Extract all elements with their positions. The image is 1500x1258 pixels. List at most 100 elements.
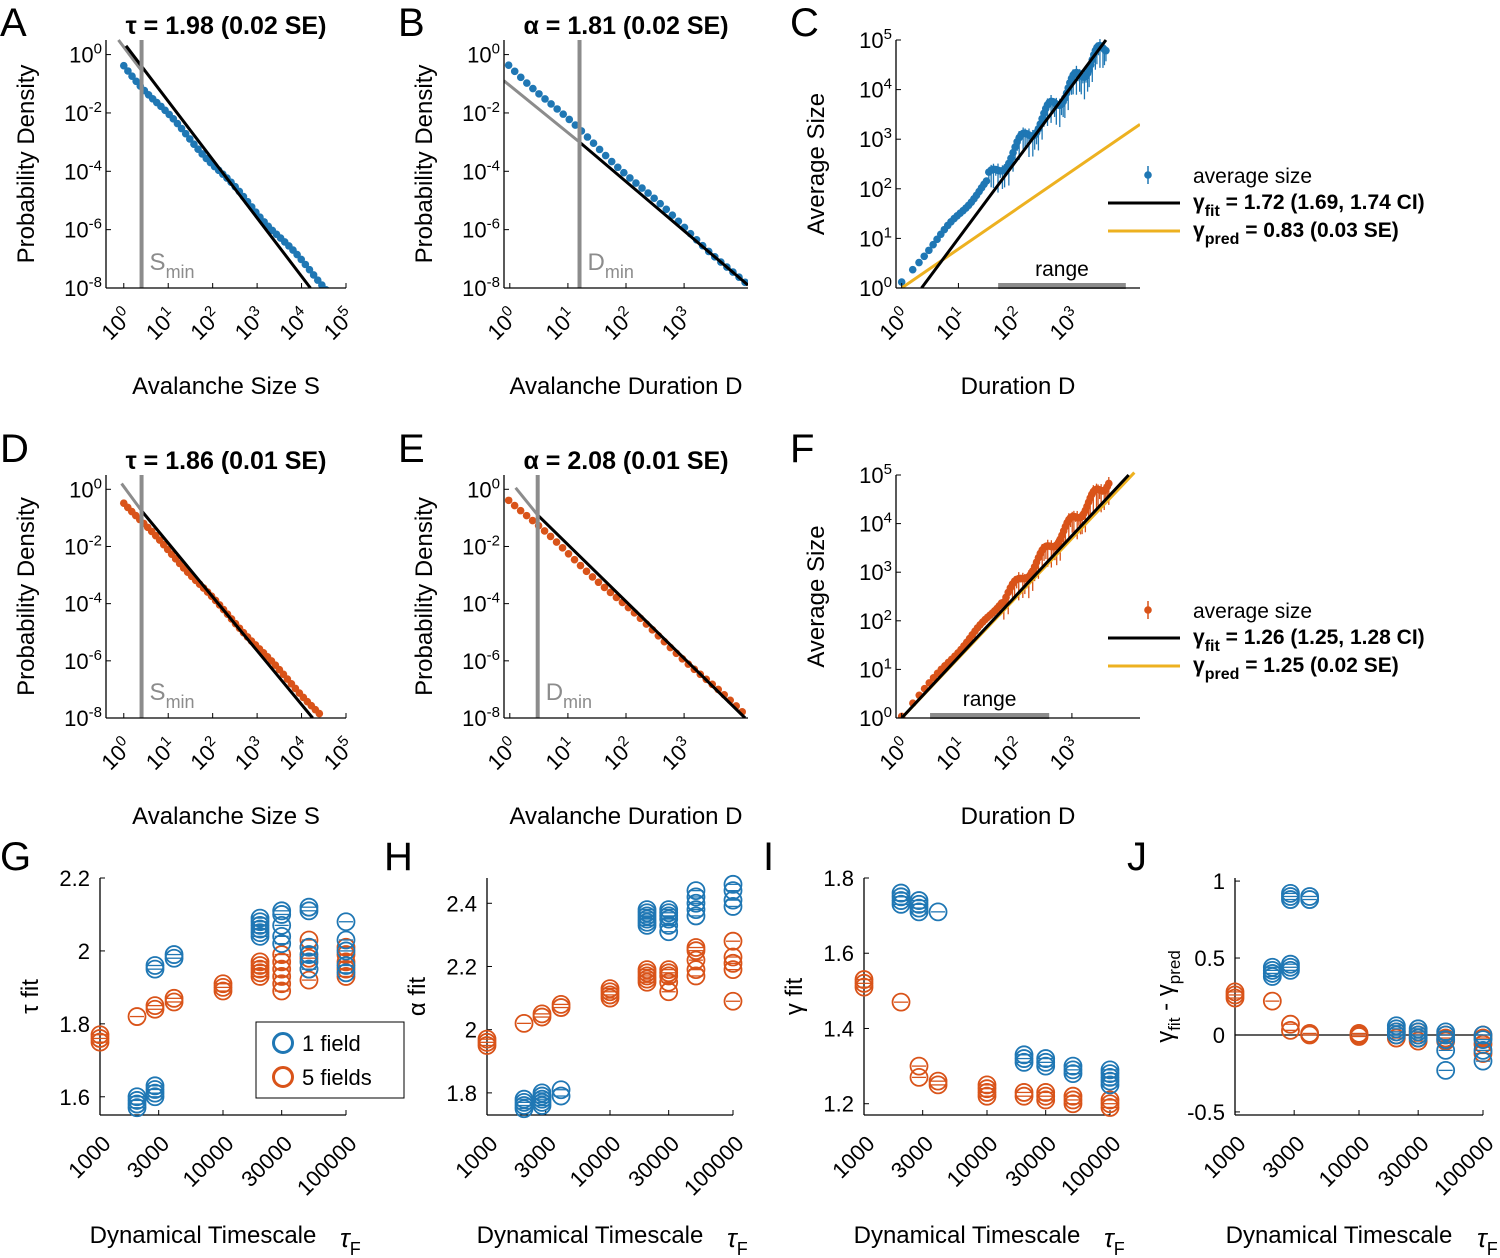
data-point [119, 61, 128, 70]
y-axis-label: τ fit [17, 979, 44, 1014]
chart-b: α = 1.81 (0.02 SE) Avalanche Duration D Pr… [411, 12, 748, 400]
x-axis-label: Dynamical Timescale [854, 1222, 1081, 1249]
data-point [601, 151, 610, 160]
y-tick-label: 2.4 [446, 891, 477, 916]
y-tick-label: 10-8 [64, 274, 102, 301]
blue-marker [723, 897, 743, 916]
blue-marker [250, 908, 270, 928]
data-point [305, 265, 314, 274]
blue-marker [1281, 954, 1300, 974]
blue-marker [1436, 1030, 1456, 1049]
blue-marker [145, 1076, 165, 1096]
blue-marker [299, 897, 319, 917]
panel-letter-i: I [763, 835, 774, 879]
fit-line-gray [120, 482, 143, 512]
x-tick-label: 30000 [1000, 1131, 1061, 1192]
y-tick-label: 1 [1213, 869, 1225, 894]
blue-marker [686, 906, 706, 926]
chart-title: τ = 1.86 (0.01 SE) [126, 447, 327, 475]
panel-letter-d: D [0, 427, 29, 471]
data-point [650, 194, 658, 203]
orange-marker [272, 959, 292, 979]
y-tick-label: 2.2 [446, 954, 477, 979]
chart-title: α = 2.08 (0.01 SE) [523, 447, 728, 475]
x-tick-label: 102 [184, 302, 226, 344]
legend-orange-marker [272, 1066, 294, 1088]
data-point [589, 139, 598, 148]
orange-marker [272, 952, 292, 972]
y-tick-label: 102 [859, 175, 892, 202]
orange-marker [127, 1007, 147, 1026]
cutoff-label: Dmin [546, 679, 592, 712]
cutoff-label: Smin [150, 679, 195, 712]
y-tick-label: 2 [465, 1018, 477, 1043]
orange-marker [909, 1067, 929, 1087]
data-point [595, 145, 604, 154]
y-tick-label: 10-4 [462, 590, 500, 617]
x-tick-label: 100000 [1056, 1131, 1126, 1201]
x-tick-label: 102 [597, 302, 639, 344]
blue-marker [272, 916, 292, 935]
blue-marker [336, 912, 356, 932]
orange-marker [250, 952, 270, 972]
fit-line-black [124, 44, 312, 288]
data-point [309, 271, 318, 279]
orange-marker [145, 996, 165, 1016]
orange-marker [299, 970, 319, 990]
y-tick-label: 0.5 [1194, 946, 1225, 971]
x-tick-label: 101 [930, 302, 972, 344]
x-tick-label: 100000 [679, 1131, 749, 1201]
panel-letter-a: A [0, 1, 27, 45]
data-point [177, 124, 186, 133]
x-tick-label: 100000 [1429, 1131, 1499, 1201]
data-point [128, 72, 136, 81]
data-point [908, 265, 917, 274]
data-point [181, 129, 190, 138]
x-tick-label: 100 [873, 732, 915, 774]
y-tick-label: 103 [859, 125, 892, 152]
data-point [644, 189, 652, 197]
range-label: range [1035, 258, 1089, 281]
blue-marker [336, 956, 356, 975]
data-point [547, 100, 555, 108]
blue-marker [723, 874, 743, 894]
panel-letter-h: H [384, 835, 413, 879]
data-point [606, 588, 615, 597]
orange-marker [637, 960, 657, 980]
y-tick-label: 1.6 [823, 941, 854, 966]
panel-letter-f: F [790, 427, 814, 471]
cutoff-label: Dmin [588, 249, 634, 282]
x-tick-label: 101 [139, 302, 181, 344]
orange-marker [164, 988, 184, 1008]
orange-marker [272, 981, 292, 1001]
data-point [576, 561, 585, 570]
blue-marker [686, 881, 706, 901]
y-tick-label: 100 [859, 704, 892, 731]
y-tick-label: 10-8 [462, 704, 500, 731]
panel-letter-b: B [398, 1, 425, 45]
chart-a: τ = 1.98 (0.02 SE) Avalanche Size S Probab… [13, 12, 354, 400]
y-tick-label: 10-4 [64, 157, 102, 184]
x-axis-symbol: τF [340, 1223, 361, 1258]
data-point [626, 174, 634, 182]
blue-marker [1436, 1040, 1456, 1060]
chart-title: α = 1.81 (0.02 SE) [523, 12, 728, 40]
x-tick-label: 100 [95, 732, 137, 774]
orange-marker [299, 930, 319, 950]
x-axis-symbol: τF [727, 1223, 748, 1258]
y-tick-label: 10-4 [64, 590, 102, 617]
legend-label-pred: γpred = 1.25 (0.02 SE) [1193, 654, 1399, 683]
chart-f: Duration D Average Size 100 101 102 103 104 105… [803, 461, 1425, 830]
data-point [528, 516, 537, 525]
data-point [559, 110, 568, 118]
orange-marker [686, 950, 706, 970]
x-axis-label: Dynamical Timescale [1226, 1222, 1453, 1249]
legend-label-5-fields: 5 fields [302, 1065, 372, 1090]
plot-area [897, 39, 1140, 288]
y-tick-label: 10-8 [64, 704, 102, 731]
data-point [510, 67, 519, 76]
y-axis-label: Probability Density [411, 65, 438, 264]
blue-marker [299, 937, 319, 957]
x-tick-label: 10000 [178, 1131, 239, 1192]
data-point [529, 84, 537, 93]
